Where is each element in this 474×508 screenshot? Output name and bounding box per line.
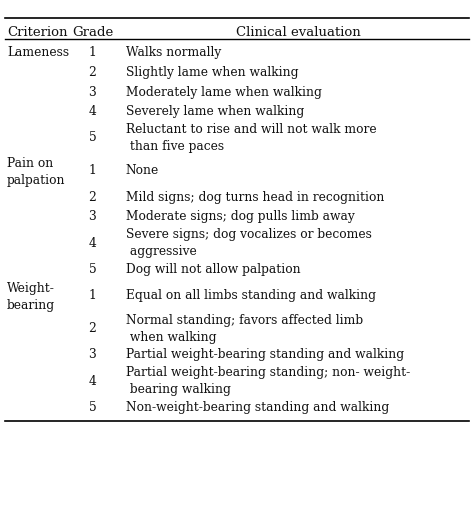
Text: 2: 2 <box>89 66 96 79</box>
Text: 1: 1 <box>89 46 96 59</box>
Text: Equal on all limbs standing and walking: Equal on all limbs standing and walking <box>126 289 375 302</box>
Text: 4: 4 <box>89 237 96 249</box>
Text: 1: 1 <box>89 289 96 302</box>
Text: Weight-
bearing: Weight- bearing <box>7 281 55 312</box>
Text: Normal standing; favors affected limb
 when walking: Normal standing; favors affected limb wh… <box>126 313 363 344</box>
Text: Clinical evaluation: Clinical evaluation <box>236 25 361 39</box>
Text: 3: 3 <box>89 210 96 224</box>
Text: Severely lame when walking: Severely lame when walking <box>126 105 304 118</box>
Text: 3: 3 <box>89 348 96 362</box>
Text: Dog will not allow palpation: Dog will not allow palpation <box>126 263 300 276</box>
Text: Partial weight-bearing standing and walking: Partial weight-bearing standing and walk… <box>126 348 404 362</box>
Text: Moderate signs; dog pulls limb away: Moderate signs; dog pulls limb away <box>126 210 355 224</box>
Text: 4: 4 <box>89 105 96 118</box>
Text: Grade: Grade <box>72 25 113 39</box>
Text: Partial weight-bearing standing; non- weight-
 bearing walking: Partial weight-bearing standing; non- we… <box>126 366 410 396</box>
Text: Moderately lame when walking: Moderately lame when walking <box>126 85 321 99</box>
Text: Pain on
palpation: Pain on palpation <box>7 157 65 187</box>
Text: Mild signs; dog turns head in recognition: Mild signs; dog turns head in recognitio… <box>126 190 384 204</box>
Text: 4: 4 <box>89 375 96 388</box>
Text: Criterion: Criterion <box>7 25 68 39</box>
Text: 1: 1 <box>89 165 96 177</box>
Text: 5: 5 <box>89 263 96 276</box>
Text: Slightly lame when walking: Slightly lame when walking <box>126 66 298 79</box>
Text: Severe signs; dog vocalizes or becomes
 aggressive: Severe signs; dog vocalizes or becomes a… <box>126 228 372 258</box>
Text: 2: 2 <box>89 190 96 204</box>
Text: Non-weight-bearing standing and walking: Non-weight-bearing standing and walking <box>126 401 389 414</box>
Text: Walks normally: Walks normally <box>126 46 221 59</box>
Text: None: None <box>126 165 159 177</box>
Text: 5: 5 <box>89 401 96 414</box>
Text: 5: 5 <box>89 132 96 144</box>
Text: Lameness: Lameness <box>7 46 69 59</box>
Text: Reluctant to rise and will not walk more
 than five paces: Reluctant to rise and will not walk more… <box>126 123 376 153</box>
Text: 3: 3 <box>89 85 96 99</box>
Text: 2: 2 <box>89 322 96 335</box>
